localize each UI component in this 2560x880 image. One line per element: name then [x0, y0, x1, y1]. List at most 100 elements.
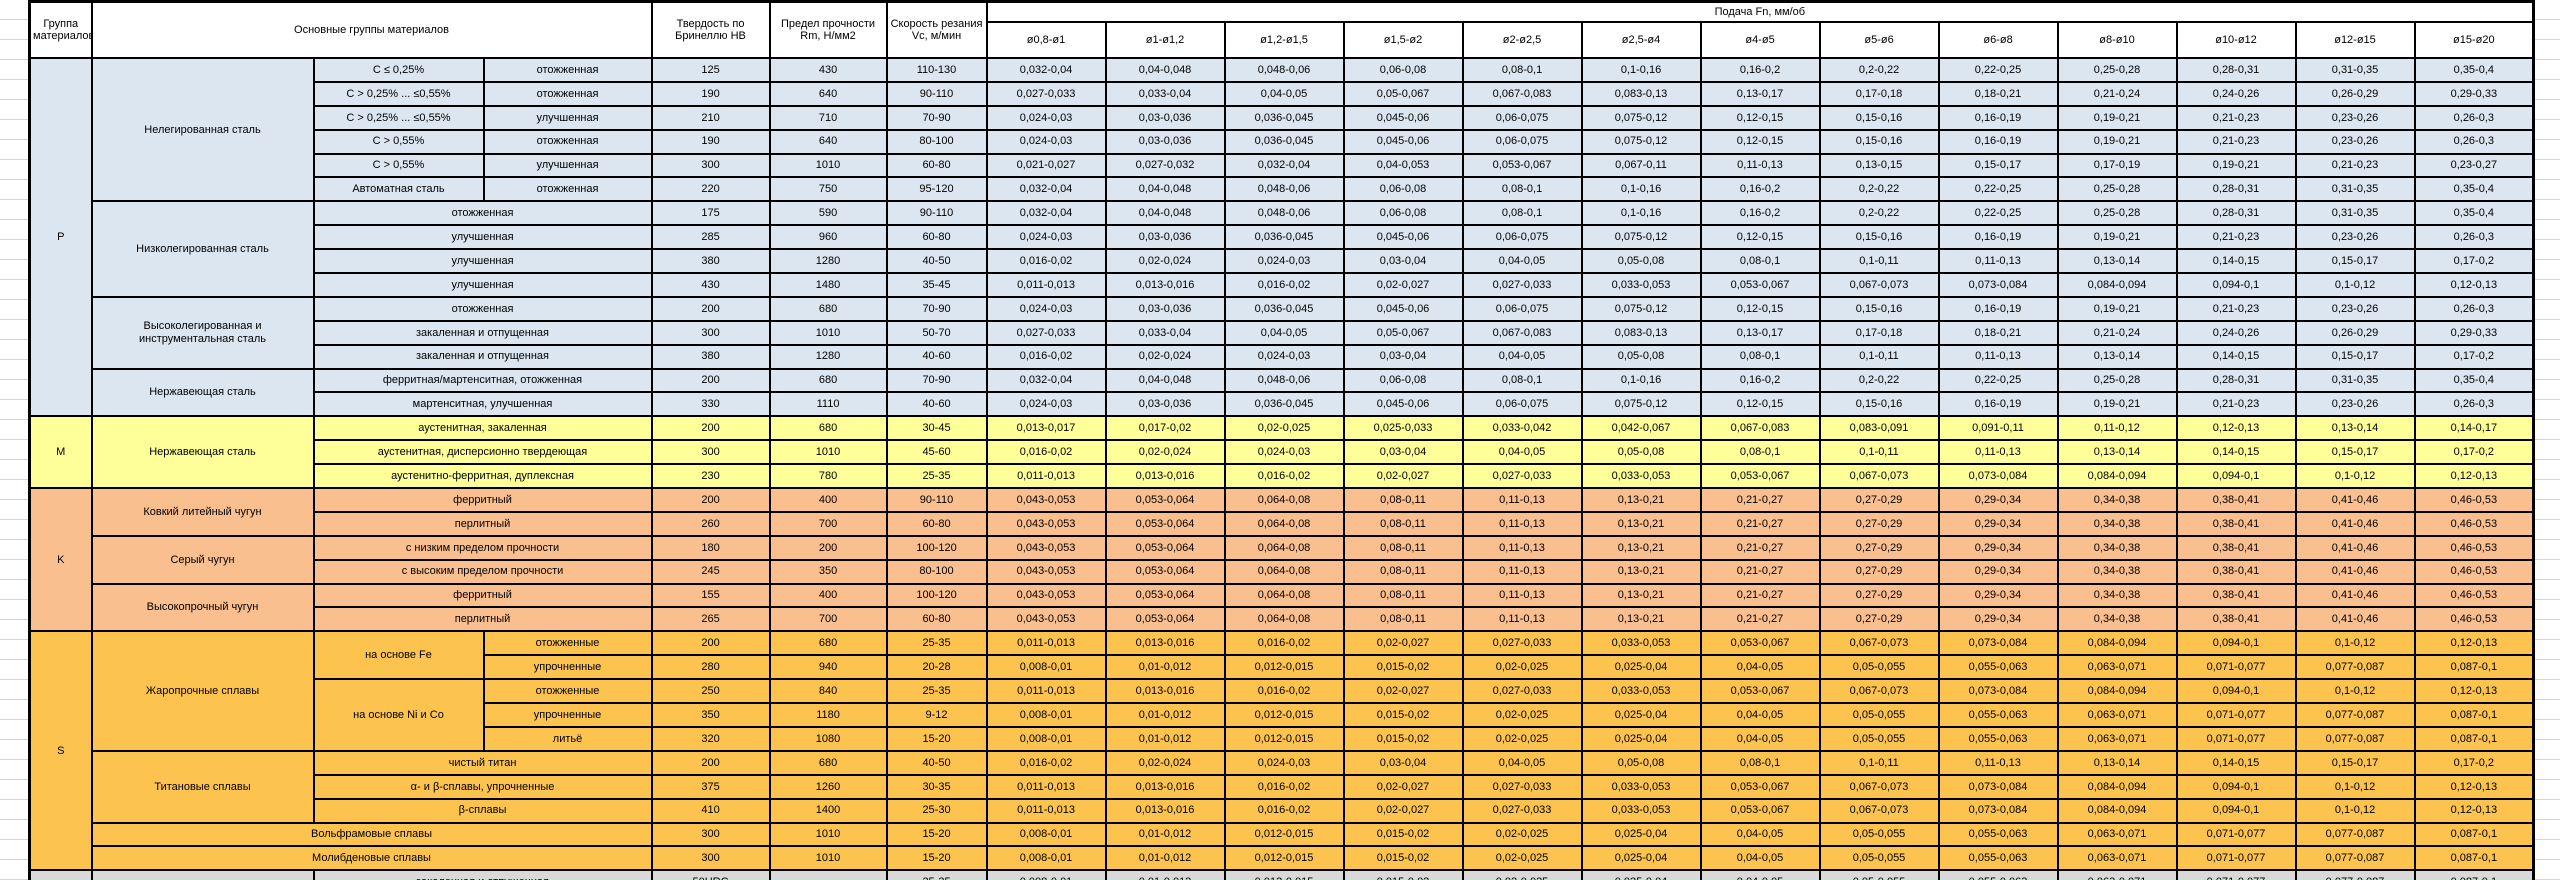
table-cell[interactable]: 0,04-0,05 — [1699, 869, 1821, 880]
table-cell[interactable]: 0,02-0,027 — [1342, 272, 1464, 298]
table-cell[interactable]: 0,024-0,03 — [1223, 439, 1345, 466]
table-cell[interactable]: 0,13-0,14 — [2294, 415, 2416, 442]
table-cell[interactable]: 0,008-0,01 — [985, 654, 1107, 681]
table-cell[interactable]: 0,027-0,033 — [1461, 463, 1583, 490]
table-cell[interactable]: 0,011-0,013 — [985, 272, 1107, 298]
table-cell[interactable]: 0,073-0,084 — [1937, 797, 2059, 824]
table-cell[interactable]: 0,11-0,13 — [1461, 534, 1583, 561]
table-cell[interactable]: 680 — [768, 630, 888, 657]
table-cell[interactable]: 0,012-0,015 — [1223, 702, 1345, 728]
table-cell[interactable]: 0,042-0,067 — [1580, 415, 1702, 442]
table-cell[interactable]: 1280 — [768, 343, 888, 370]
table-cell[interactable]: 0,045-0,06 — [1342, 128, 1464, 155]
table-cell[interactable]: с высоким пределом прочности — [312, 558, 653, 585]
table-cell[interactable]: 0,064-0,08 — [1223, 510, 1345, 537]
table-cell[interactable]: с низким пределом прочности — [312, 534, 653, 561]
table-cell[interactable]: 0,067-0,073 — [1818, 678, 1940, 705]
table-cell[interactable]: Вольфрамовые сплавы — [90, 821, 653, 848]
table-cell[interactable]: 0,15-0,17 — [2294, 248, 2416, 275]
table-cell[interactable]: 0,12-0,13 — [2413, 463, 2535, 490]
table-cell[interactable]: 0,04-0,05 — [1699, 654, 1821, 681]
table-cell[interactable]: 0,03-0,036 — [1104, 295, 1226, 322]
table-cell[interactable]: 0,46-0,53 — [2413, 487, 2535, 513]
table-cell[interactable]: Серый чугун — [90, 534, 315, 585]
table-cell[interactable]: 0,12-0,13 — [2413, 773, 2535, 800]
table-cell[interactable]: 0,032-0,04 — [985, 176, 1107, 203]
table-cell[interactable]: 0,067-0,073 — [1818, 773, 1940, 800]
table-cell[interactable]: 0,087-0,1 — [2413, 821, 2535, 848]
table-cell[interactable]: отожженная — [312, 295, 653, 322]
table-cell[interactable]: 0,008-0,01 — [985, 725, 1107, 752]
table-cell[interactable]: 300 — [650, 821, 771, 848]
table-cell[interactable]: 0,04-0,05 — [1461, 439, 1583, 466]
table-cell[interactable]: 0,016-0,02 — [1223, 272, 1345, 298]
table-cell[interactable]: 0,024-0,03 — [1223, 248, 1345, 275]
table-cell[interactable]: 0,17-0,18 — [1818, 80, 1940, 107]
table-cell[interactable]: 0,29-0,33 — [2413, 319, 2535, 346]
table-cell[interactable]: 1010 — [768, 152, 888, 179]
table-cell[interactable]: 0,02-0,027 — [1342, 630, 1464, 657]
table-cell[interactable]: 0,053-0,067 — [1699, 678, 1821, 705]
table-cell[interactable]: 0,16-0,19 — [1937, 224, 2059, 251]
table-cell[interactable]: 0,15-0,16 — [1818, 104, 1940, 131]
table-cell[interactable]: 0,13-0,17 — [1699, 319, 1821, 346]
table-cell[interactable]: 0,064-0,08 — [1223, 487, 1345, 513]
table-cell[interactable]: 0,071-0,077 — [2175, 845, 2297, 872]
table-cell[interactable]: 0,38-0,41 — [2175, 558, 2297, 585]
header-diameter-range[interactable]: ø1,2-ø1,5 — [1223, 21, 1345, 59]
table-cell[interactable]: Закаленная сталь — [90, 869, 315, 880]
table-cell[interactable]: 1110 — [768, 391, 888, 418]
table-cell[interactable]: отожженные — [482, 678, 653, 705]
table-cell[interactable]: 0,055-0,063 — [1937, 702, 2059, 728]
table-cell[interactable]: 0,35-0,4 — [2413, 200, 2535, 227]
table-cell[interactable]: 0,19-0,21 — [2056, 295, 2178, 322]
table-cell[interactable]: 0,16-0,19 — [1937, 104, 2059, 131]
table-cell[interactable]: 0,46-0,53 — [2413, 582, 2535, 609]
table-cell[interactable]: 0,26-0,29 — [2294, 319, 2416, 346]
table-cell[interactable]: 0,087-0,1 — [2413, 869, 2535, 880]
table-cell[interactable]: 0,077-0,087 — [2294, 821, 2416, 848]
table-cell[interactable]: 750 — [768, 176, 888, 203]
table-cell[interactable]: 0,063-0,071 — [2056, 725, 2178, 752]
table-cell[interactable]: 0,21-0,24 — [2056, 319, 2178, 346]
table-cell[interactable]: Ковкий литейный чугун — [90, 487, 315, 537]
table-cell[interactable]: 0,084-0,094 — [2056, 463, 2178, 490]
table-cell[interactable]: 0,15-0,17 — [2294, 439, 2416, 466]
table-cell[interactable]: 0,027-0,033 — [1461, 678, 1583, 705]
table-cell[interactable]: β-сплавы — [312, 797, 653, 824]
table-cell[interactable]: 110-130 — [885, 57, 988, 83]
table-cell[interactable]: 380 — [650, 248, 771, 275]
header-diameter-range[interactable]: ø10-ø12 — [2175, 21, 2297, 59]
table-cell[interactable]: 0,053-0,067 — [1699, 773, 1821, 800]
table-cell[interactable]: 0,071-0,077 — [2175, 725, 2297, 752]
table-cell[interactable]: 0,06-0,075 — [1461, 391, 1583, 418]
table-cell[interactable]: 1080 — [768, 725, 888, 752]
table-cell[interactable]: 0,033-0,04 — [1104, 319, 1226, 346]
table-cell[interactable]: 0,16-0,19 — [1937, 391, 2059, 418]
table-cell[interactable]: 0,027-0,033 — [985, 319, 1107, 346]
table-cell[interactable]: 0,094-0,1 — [2175, 797, 2297, 824]
table-cell[interactable]: ферритный — [312, 487, 653, 513]
table-cell[interactable]: улучшенная — [482, 152, 653, 179]
table-cell[interactable]: 0,033-0,053 — [1580, 797, 1702, 824]
table-cell[interactable]: 0,053-0,067 — [1699, 463, 1821, 490]
table-cell[interactable]: 0,01-0,012 — [1104, 845, 1226, 872]
table-cell[interactable]: 0,12-0,15 — [1699, 295, 1821, 322]
table-cell[interactable]: Автоматная сталь — [312, 176, 485, 203]
table-cell[interactable]: 400 — [768, 582, 888, 609]
table-cell[interactable]: 0,15-0,17 — [2294, 749, 2416, 776]
table-cell[interactable]: 0,13-0,14 — [2056, 439, 2178, 466]
table-cell[interactable]: 0,011-0,013 — [985, 463, 1107, 490]
table-cell[interactable]: 0,16-0,2 — [1699, 57, 1821, 83]
table-cell[interactable]: 0,02-0,024 — [1104, 248, 1226, 275]
table-cell[interactable]: 0,05-0,08 — [1580, 439, 1702, 466]
table-cell[interactable]: 0,13-0,14 — [2056, 749, 2178, 776]
table-cell[interactable]: 0,38-0,41 — [2175, 487, 2297, 513]
table-cell[interactable]: 640 — [768, 128, 888, 155]
table-cell[interactable]: 0,29-0,34 — [1937, 487, 2059, 513]
table-cell[interactable]: 0,064-0,08 — [1223, 558, 1345, 585]
table-cell[interactable]: 0,14-0,15 — [2175, 343, 2297, 370]
table-cell[interactable]: улучшенная — [482, 104, 653, 131]
table-cell[interactable]: 0,35-0,4 — [2413, 176, 2535, 203]
table-cell[interactable]: 0,46-0,53 — [2413, 534, 2535, 561]
